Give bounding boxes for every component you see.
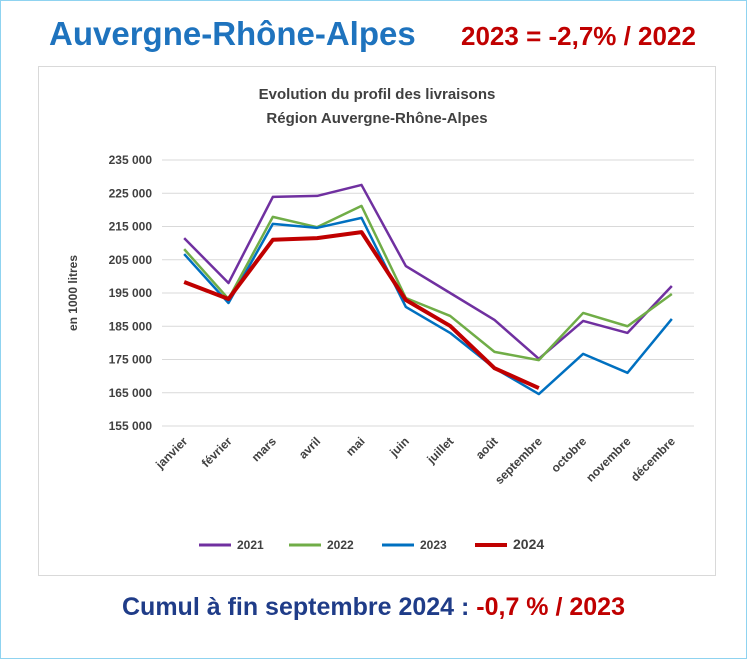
y-tick-label: 155 000 bbox=[109, 419, 153, 433]
x-tick-label: mars bbox=[249, 434, 279, 464]
x-tick-label: novembre bbox=[583, 434, 634, 485]
series-line bbox=[183, 230, 540, 390]
x-tick-label: décembre bbox=[628, 434, 678, 484]
chart: Evolution du profil des livraisons Régio… bbox=[66, 86, 694, 552]
y-tick-label: 225 000 bbox=[109, 186, 153, 200]
chart-title: Evolution du profil des livraisons bbox=[259, 86, 496, 103]
header-title: Auvergne-Rhône-Alpes bbox=[49, 15, 416, 52]
x-tick-label: août bbox=[473, 434, 501, 462]
legend-label: 2023 bbox=[420, 538, 447, 552]
x-tick-label: janvier bbox=[152, 434, 190, 472]
x-tick-label: juillet bbox=[424, 434, 457, 467]
x-tick-label: octobre bbox=[548, 434, 589, 475]
footer-highlight: -0,7 % / 2023 bbox=[476, 593, 625, 621]
chart-subtitle: Région Auvergne-Rhône-Alpes bbox=[266, 110, 487, 127]
y-tick-label: 185 000 bbox=[109, 319, 153, 333]
legend-label: 2021 bbox=[237, 538, 264, 552]
footer: Cumul à fin septembre 2024 : -0,7 % / 20… bbox=[1, 593, 746, 622]
chart-box: Evolution du profil des livraisons Régio… bbox=[38, 66, 716, 576]
y-tick-label: 205 000 bbox=[109, 253, 153, 267]
y-tick-label: 165 000 bbox=[109, 386, 153, 400]
x-tick-label: avril bbox=[296, 434, 323, 461]
y-tick-label: 235 000 bbox=[109, 153, 153, 167]
series-line bbox=[183, 204, 673, 362]
legend-label: 2024 bbox=[513, 536, 544, 552]
x-tick-label: septembre bbox=[492, 434, 545, 487]
y-tick-label: 195 000 bbox=[109, 286, 153, 300]
legend-label: 2022 bbox=[327, 538, 354, 552]
footer-text: Cumul à fin septembre 2024 : bbox=[122, 593, 470, 621]
header-subtitle: 2023 = -2,7% / 2022 bbox=[461, 21, 696, 51]
y-tick-label: 215 000 bbox=[109, 220, 153, 234]
y-axis-label: en 1000 litres bbox=[66, 255, 80, 331]
x-tick-label: juin bbox=[386, 434, 412, 460]
series-line bbox=[183, 183, 673, 361]
series-line bbox=[183, 216, 673, 396]
y-tick-label: 175 000 bbox=[109, 353, 153, 367]
x-tick-label: mai bbox=[343, 434, 368, 459]
x-tick-label: février bbox=[199, 434, 235, 470]
